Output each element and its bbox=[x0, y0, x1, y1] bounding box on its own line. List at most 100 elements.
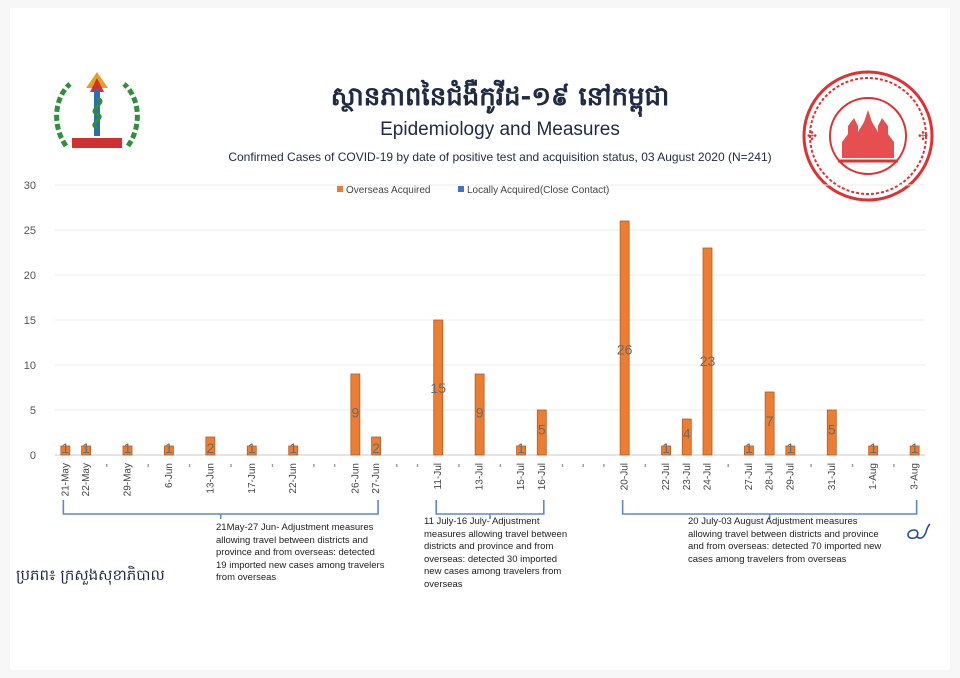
bar bbox=[702, 247, 713, 456]
x-tick-mark bbox=[313, 464, 315, 467]
chart-grid bbox=[55, 184, 925, 456]
data-label: 1 bbox=[517, 440, 525, 456]
x-tick-mark bbox=[727, 464, 729, 467]
bar bbox=[433, 319, 444, 456]
period-bracket bbox=[621, 500, 918, 519]
data-label: 7 bbox=[766, 413, 774, 429]
period-bracket bbox=[62, 500, 379, 519]
data-label: 1 bbox=[662, 440, 670, 456]
x-tick-label: 27-Jun bbox=[371, 463, 382, 494]
bar bbox=[764, 391, 775, 456]
x-tick-label: 15-Jul bbox=[516, 463, 527, 490]
legend-label: Locally Acquired(Close Contact) bbox=[467, 185, 609, 196]
bar bbox=[868, 445, 879, 456]
y-tick-label: 5 bbox=[30, 405, 36, 417]
chart-subtitle: Confirmed Cases of COVID-19 by date of p… bbox=[228, 150, 772, 164]
x-tick-label: 20-Jul bbox=[620, 463, 631, 490]
x-tick-mark bbox=[416, 464, 419, 467]
y-tick-label: 10 bbox=[24, 360, 36, 372]
x-tick-mark bbox=[230, 464, 232, 467]
annotation-period-1: 21May-27 Jun- Adjustment measures allowi… bbox=[216, 522, 385, 583]
bar bbox=[474, 373, 485, 456]
y-tick-label: 0 bbox=[30, 450, 36, 462]
bar bbox=[619, 220, 630, 456]
y-tick-label: 20 bbox=[24, 270, 36, 282]
data-label: 9 bbox=[476, 405, 484, 421]
data-label: 1 bbox=[745, 440, 753, 456]
data-label: 1 bbox=[248, 440, 256, 456]
x-tick-label: 13-Jun bbox=[205, 463, 216, 494]
page bbox=[10, 8, 950, 670]
bar-series bbox=[60, 220, 920, 456]
bar bbox=[826, 409, 837, 456]
svg-text:✣: ✣ bbox=[807, 129, 817, 143]
data-label: 1 bbox=[124, 440, 132, 456]
data-label: 1 bbox=[165, 440, 173, 456]
x-tick-label: 23-Jul bbox=[682, 463, 693, 490]
x-tick-label: 3-Aug bbox=[910, 463, 921, 490]
x-tick-mark bbox=[603, 464, 605, 467]
annotation-period-3: 20 July-03 August Adjustment measures al… bbox=[688, 516, 882, 565]
x-tick-label: 22-Jun bbox=[288, 463, 299, 494]
x-tick-label: 11-Jul bbox=[433, 463, 444, 490]
y-tick-label: 25 bbox=[24, 225, 36, 237]
data-label: 1 bbox=[82, 440, 90, 456]
x-tick-mark bbox=[333, 464, 336, 467]
x-tick-label: 22-May bbox=[81, 463, 92, 496]
bar bbox=[350, 373, 361, 456]
period-brackets bbox=[62, 500, 918, 519]
x-tick-label: 13-Jul bbox=[475, 463, 486, 490]
x-tick-mark bbox=[458, 464, 460, 467]
x-tick-mark bbox=[271, 464, 274, 467]
page-title: Epidemiology and Measures bbox=[380, 119, 620, 140]
x-tick-label: 29-May bbox=[123, 463, 134, 496]
x-tick-label: 21-May bbox=[60, 463, 71, 496]
bar bbox=[81, 445, 91, 456]
data-label: 2 bbox=[372, 440, 380, 456]
x-tick-label: 27-Jul bbox=[744, 463, 755, 490]
bar bbox=[60, 445, 71, 456]
x-tick-label: 22-Jul bbox=[661, 463, 672, 490]
svg-text:✣: ✣ bbox=[918, 129, 928, 143]
legend-swatch bbox=[458, 186, 464, 192]
data-label: 1 bbox=[786, 440, 794, 456]
x-axis-ticks: 21-May 22-May 29-May 6-Jun 13-Jun 17-Jun 22-Ju… bbox=[60, 463, 920, 496]
source-note: ប្រភព៖ ក្រសួងសុខាភិបាល bbox=[16, 566, 165, 584]
signature bbox=[907, 523, 931, 540]
bar bbox=[516, 445, 526, 456]
x-tick-label: 16-Jul bbox=[537, 463, 548, 490]
x-tick-mark bbox=[188, 464, 191, 467]
bar bbox=[536, 409, 547, 456]
y-tick-label: 30 bbox=[24, 180, 36, 192]
bar bbox=[744, 445, 754, 456]
x-tick-mark bbox=[851, 464, 854, 467]
ministry-logo bbox=[54, 72, 140, 148]
bar bbox=[246, 445, 257, 456]
y-axis-ticks: 0 5 10 15 20 25 30 bbox=[24, 180, 36, 462]
x-tick-label: 29-Jul bbox=[785, 463, 796, 490]
x-tick-mark bbox=[499, 464, 502, 467]
data-label: 23 bbox=[700, 353, 716, 369]
x-tick-label: 26-Jun bbox=[350, 463, 361, 494]
y-tick-label: 15 bbox=[24, 315, 36, 327]
legend-swatch bbox=[337, 186, 343, 192]
x-tick-mark bbox=[644, 464, 647, 467]
data-label: 4 bbox=[683, 425, 691, 441]
x-tick-label: 6-Jun bbox=[164, 463, 175, 488]
x-tick-label: 17-Jun bbox=[247, 463, 258, 494]
bar bbox=[164, 445, 174, 456]
data-label: 5 bbox=[538, 421, 546, 437]
x-tick-mark bbox=[561, 464, 564, 467]
x-tick-mark bbox=[147, 464, 149, 467]
bar bbox=[122, 445, 133, 456]
data-label: 1 bbox=[61, 440, 69, 456]
data-label: 2 bbox=[206, 440, 214, 456]
bar bbox=[371, 436, 381, 456]
bar bbox=[288, 445, 299, 456]
data-label: 9 bbox=[351, 405, 359, 421]
x-tick-mark bbox=[893, 464, 895, 467]
x-tick-mark bbox=[582, 464, 584, 467]
bar bbox=[661, 445, 671, 456]
